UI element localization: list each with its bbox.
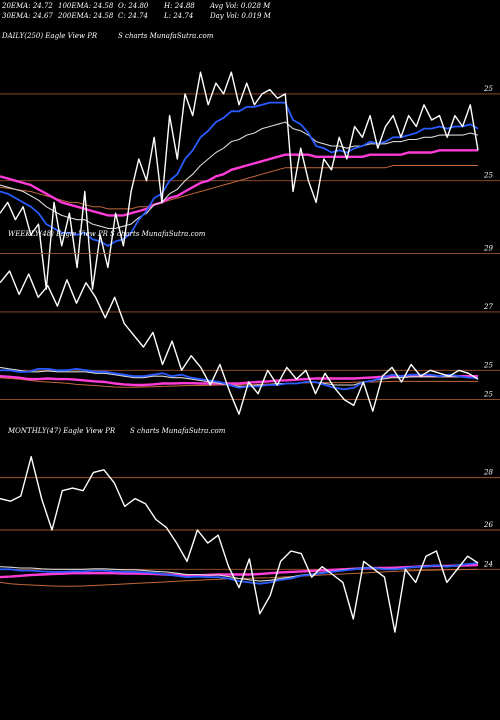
monthly-watermark: S charts MunafaSutra.com xyxy=(130,427,226,435)
monthly-tick-label: 24 xyxy=(483,560,493,568)
weekly-tick-label: 29 xyxy=(483,245,493,253)
daily-tick-label: 25 xyxy=(483,172,493,180)
weekly-ema-fast-line xyxy=(0,367,479,391)
monthly-tick-label: 28 xyxy=(483,469,493,477)
daily-panel-label: DAILY(250) Eagle View PR xyxy=(1,32,98,40)
weekly-panel-label: WEEKLY(48) Eagle View PR xyxy=(8,230,109,238)
weekly-watermark: S charts MunafaSutra.com xyxy=(110,230,206,238)
daily-ema-mid-line xyxy=(0,121,479,229)
low-readout: L: 24.74 xyxy=(164,12,194,20)
weekly-panel: 29 27 25 25 WEEKLY(48) Eagle View PR S charts… xyxy=(0,230,500,415)
daily-tick-label: 25 xyxy=(483,85,493,93)
close-readout: C: 24.74 xyxy=(118,12,148,20)
weekly-ema-long-line xyxy=(0,377,478,388)
daily-watermark: S charts MunafaSutra.com xyxy=(118,32,214,40)
monthly-ema-fast-line xyxy=(0,562,479,585)
avg-volume-readout: Avg Vol: 0.028 M xyxy=(210,2,271,10)
monthly-tick-label: 26 xyxy=(483,521,493,529)
ema20-readout: 20EMA: 24.72 xyxy=(2,2,53,10)
ema30-readout: 30EMA: 24.67 xyxy=(2,12,53,20)
ema100-readout: 100EMA: 24.58 xyxy=(58,2,114,10)
daily-ema-long-line xyxy=(0,165,478,210)
weekly-price-line xyxy=(0,270,479,415)
weekly-tick-label: 25 xyxy=(483,391,493,399)
monthly-panel-label: MONTHLY(47) Eagle View PR xyxy=(7,427,116,435)
monthly-price-line xyxy=(0,456,479,633)
ema200-readout: 200EMA: 24.58 xyxy=(58,12,114,20)
monthly-panel: 28 26 24 MONTHLY(47) Eagle View PR S charts … xyxy=(0,427,500,633)
weekly-tick-label: 25 xyxy=(483,361,493,369)
high-readout: H: 24.88 xyxy=(164,2,195,10)
open-readout: O: 24.80 xyxy=(118,2,149,10)
daily-panel: 25 25 DAILY(250) Eagle View PR S charts Mun… xyxy=(0,32,500,290)
daily-ema-fast-line xyxy=(0,101,479,247)
monthly-ema-slow-line xyxy=(0,563,479,579)
daily-price-line xyxy=(0,71,479,290)
indicator-row-1: 20EMA: 24.72 100EMA: 24.58 O: 24.80 H: 2… xyxy=(2,1,302,11)
daily-ema-slow-line xyxy=(0,149,478,217)
indicator-row-2: 30EMA: 24.67 200EMA: 24.58 C: 24.74 L: 2… xyxy=(2,11,302,21)
indicator-header: 20EMA: 24.72 100EMA: 24.58 O: 24.80 H: 2… xyxy=(2,1,302,21)
weekly-tick-label: 27 xyxy=(483,303,493,311)
day-volume-readout: Day Vol: 0.019 M xyxy=(210,12,271,20)
